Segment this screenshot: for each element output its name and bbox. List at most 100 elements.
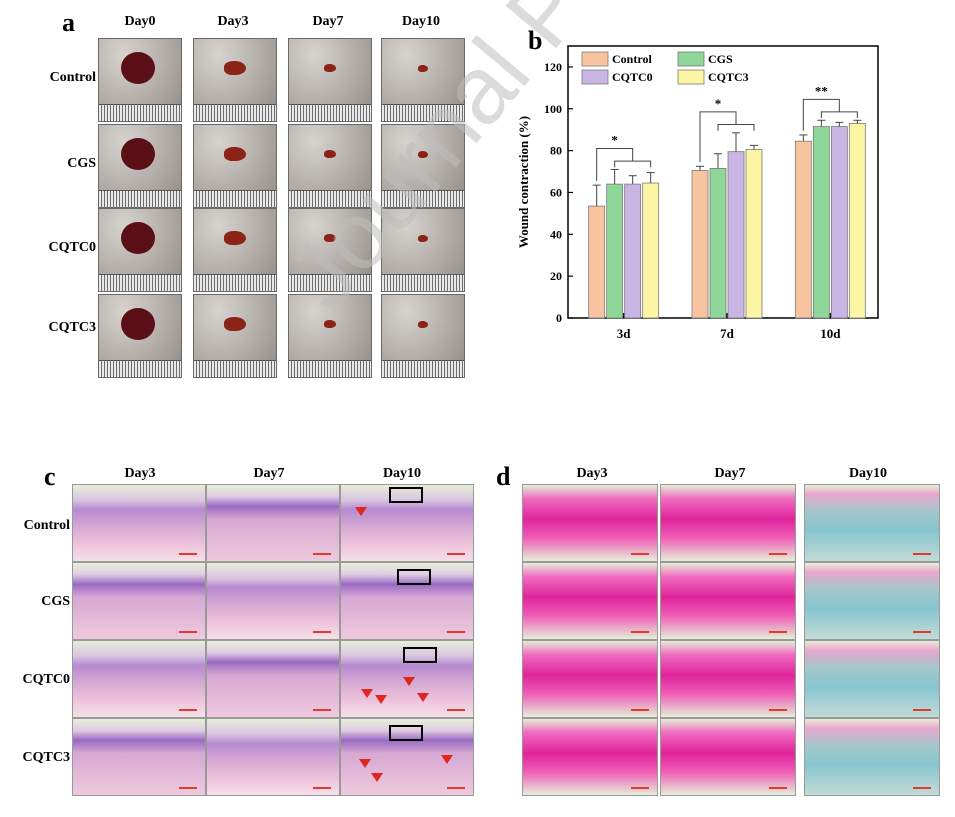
masson-section-image <box>804 562 940 640</box>
bar <box>588 205 606 319</box>
wound-photo <box>193 294 277 378</box>
legend-label: CGS <box>708 52 733 66</box>
panel-a-letter: a <box>62 8 75 37</box>
masson-section-image <box>522 718 658 796</box>
scale-bar <box>631 553 649 555</box>
y-tick-label: 100 <box>544 102 562 116</box>
scale-bar <box>913 553 931 555</box>
masson-section-image <box>522 640 658 718</box>
panel-a-col-day0: Day0 <box>124 14 156 29</box>
legend-swatch <box>581 51 609 67</box>
red-arrow-icon <box>371 773 383 782</box>
wound-area <box>121 52 155 84</box>
x-tick-label: 10d <box>820 326 841 341</box>
scale-bar <box>631 709 649 711</box>
masson-section-image <box>660 562 796 640</box>
scale-bar <box>769 787 787 789</box>
panel-a-row-control: Control <box>49 70 96 85</box>
he-section-image <box>206 640 340 718</box>
panel-d-letter: d <box>496 462 511 491</box>
bar <box>745 149 763 319</box>
red-arrow-icon <box>441 755 453 764</box>
panel-a-row-cqtc0: CQTC0 <box>48 240 96 255</box>
ruler <box>382 360 464 377</box>
wound-area <box>224 231 246 245</box>
wound-photo <box>288 38 372 122</box>
panel-d-col-day10: Day10 <box>848 466 888 481</box>
wound-area <box>324 234 336 242</box>
he-section-image <box>206 718 340 796</box>
panel-c-col-day7: Day7 <box>253 466 285 481</box>
panel-c-letter: c <box>44 462 56 491</box>
bar <box>606 183 624 319</box>
legend-swatch <box>677 69 705 85</box>
ruler <box>382 104 464 121</box>
y-tick-label: 120 <box>544 60 562 74</box>
wound-area <box>418 150 428 158</box>
he-section-image <box>72 562 206 640</box>
epidermis-highlight-box <box>389 487 423 503</box>
y-tick-label: 80 <box>550 144 562 158</box>
legend-swatch <box>581 69 609 85</box>
ruler <box>194 360 276 377</box>
wound-photo <box>98 294 182 378</box>
red-arrow-icon <box>361 689 373 698</box>
panel-d-col-day7: Day7 <box>714 466 746 481</box>
masson-section-image <box>660 484 796 562</box>
ruler <box>99 360 181 377</box>
wound-area <box>224 317 246 331</box>
scale-bar <box>179 631 197 633</box>
ruler <box>99 190 181 207</box>
panel-d-col-day3: Day3 <box>576 466 608 481</box>
bar <box>709 167 727 319</box>
wound-photo <box>381 124 465 208</box>
significance-label: * <box>715 96 722 111</box>
legend-swatch <box>677 51 705 67</box>
wound-area <box>324 320 336 328</box>
significance-bracket <box>596 148 634 181</box>
he-section-image <box>72 484 206 562</box>
red-arrow-icon <box>375 695 387 704</box>
wound-area <box>418 320 428 328</box>
ruler <box>289 190 371 207</box>
wound-area <box>121 222 155 254</box>
y-tick-label: 0 <box>556 311 562 325</box>
y-tick-label: 60 <box>550 185 562 199</box>
ruler <box>99 274 181 291</box>
red-arrow-icon <box>403 677 415 686</box>
significance-bracket <box>717 123 755 131</box>
panel-a-col-day3: Day3 <box>217 14 249 29</box>
significance-label: ** <box>815 83 828 98</box>
wound-area <box>121 138 155 170</box>
y-tick-label: 20 <box>550 269 562 283</box>
red-arrow-icon <box>355 507 367 516</box>
significance-bracket <box>614 160 652 168</box>
scale-bar <box>913 787 931 789</box>
wound-photo <box>98 124 182 208</box>
scale-bar <box>913 631 931 633</box>
significance-bracket <box>802 98 840 131</box>
legend-label: Control <box>612 52 652 66</box>
scale-bar <box>447 709 465 711</box>
panel-c-row-cqtc3: CQTC3 <box>22 750 70 765</box>
wound-photo <box>288 208 372 292</box>
x-tick-label: 3d <box>617 326 632 341</box>
wound-photo <box>98 38 182 122</box>
masson-section-image <box>804 718 940 796</box>
panel-c-row-cqtc0: CQTC0 <box>22 672 70 687</box>
panel-b-letter: b <box>528 26 543 55</box>
bar <box>691 170 709 319</box>
bar <box>830 126 848 319</box>
ruler <box>194 274 276 291</box>
wound-area <box>224 61 246 75</box>
he-section-image <box>340 718 474 796</box>
red-arrow-icon <box>359 759 371 768</box>
scale-bar <box>447 553 465 555</box>
ruler <box>289 104 371 121</box>
ruler <box>194 190 276 207</box>
panel-a-row-cqtc3: CQTC3 <box>48 320 96 335</box>
masson-section-image <box>660 640 796 718</box>
scale-bar <box>179 553 197 555</box>
he-section-image <box>340 640 474 718</box>
scale-bar <box>313 631 331 633</box>
